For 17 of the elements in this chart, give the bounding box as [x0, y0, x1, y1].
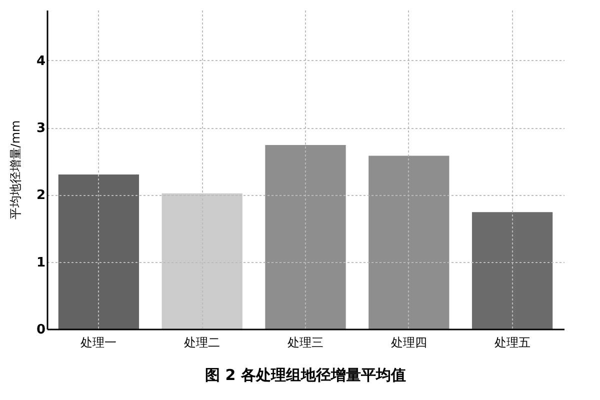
x-tick-label: 处理四: [390, 336, 427, 350]
y-tick-label: 4: [36, 54, 46, 69]
x-tick-label: 处理三: [288, 336, 324, 350]
bar: [472, 212, 553, 329]
x-tick-label: 处理一: [80, 336, 117, 350]
y-tick-label: 2: [36, 188, 46, 204]
bar: [265, 144, 346, 329]
bar: [368, 156, 450, 329]
bar: [58, 174, 140, 329]
y-tick-label: 1: [36, 255, 46, 270]
x-tick-label: 处理五: [494, 336, 530, 350]
x-tick-label: 处理二: [184, 336, 220, 350]
y-tick-label: 3: [36, 121, 46, 136]
y-axis-title: 平均地径增量/mm: [8, 120, 22, 220]
bar: [162, 193, 242, 329]
y-tick-label: 0: [36, 322, 46, 338]
text: 图 2 各处理组地径增量平均值: [205, 366, 406, 384]
